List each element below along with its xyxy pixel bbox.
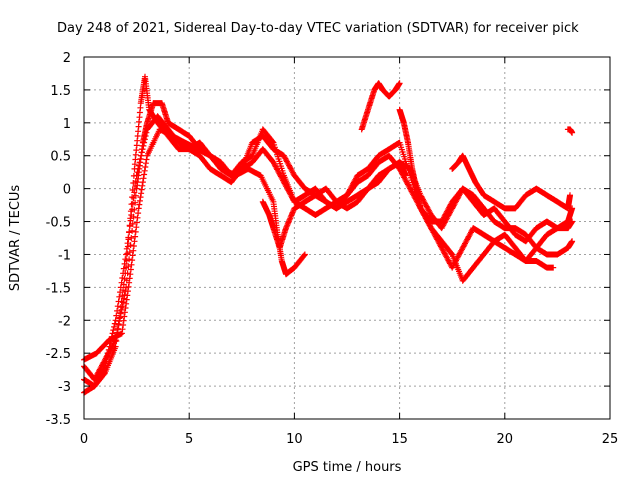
series-track-7	[396, 106, 557, 284]
data-series	[81, 73, 576, 396]
y-tick-label: 1.5	[50, 84, 71, 99]
y-tick-labels: -3.5 -3 -2.5 -2 -1.5 -1 -0.5 0 0.5 1 1.5 2	[46, 51, 71, 428]
x-tick-label: 25	[602, 432, 619, 447]
x-tick-label: 20	[497, 432, 514, 447]
y-tick-label: 0	[63, 183, 71, 198]
x-tick-label: 15	[391, 432, 408, 447]
y-tick-label: -2.5	[46, 347, 71, 362]
x-tick-labels: 0 5 10 15 20 25	[80, 432, 618, 447]
y-tick-label: -3	[58, 380, 71, 395]
series-outlier	[564, 126, 576, 136]
chart-title: Day 248 of 2021, Sidereal Day-to-day VTE…	[57, 21, 579, 36]
x-axis-label: GPS time / hours	[293, 460, 402, 475]
series-track-6	[358, 80, 403, 133]
series-track-8	[449, 152, 573, 212]
y-tick-label: -1.5	[46, 281, 71, 296]
y-tick-label: 2	[63, 51, 71, 66]
y-axis-label: SDTVAR / TECUs	[8, 185, 23, 292]
y-tick-label: 0.5	[50, 150, 71, 165]
y-tick-label: -2	[58, 314, 71, 329]
x-tick-label: 5	[185, 432, 193, 447]
axis-ticks	[83, 56, 611, 420]
y-tick-label: -0.5	[46, 216, 71, 231]
x-tick-label: 0	[80, 432, 88, 447]
y-tick-label: 1	[63, 117, 71, 132]
y-tick-label: -1	[58, 248, 71, 263]
plot-frame	[83, 56, 611, 420]
y-tick-label: -3.5	[46, 413, 71, 428]
series-track-5	[259, 159, 409, 251]
x-tick-label: 10	[286, 432, 303, 447]
